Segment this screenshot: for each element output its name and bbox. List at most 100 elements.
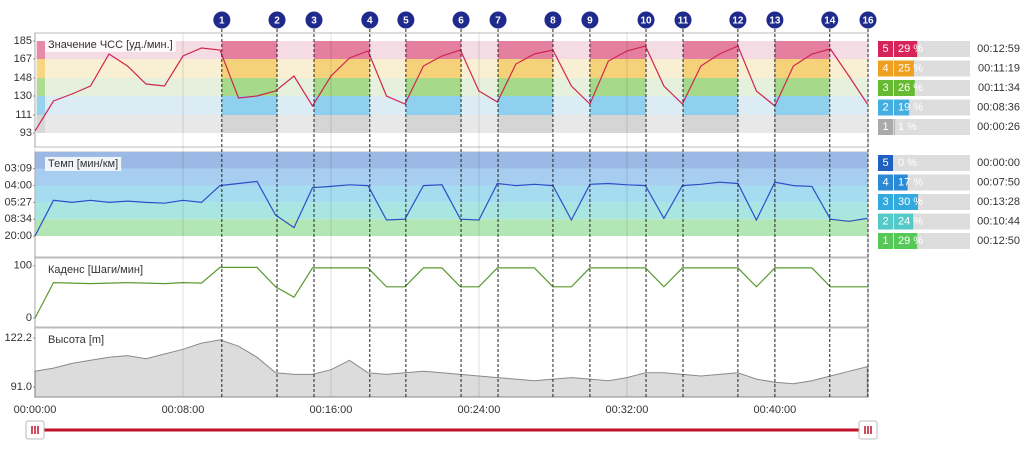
lap-label: 3 [311, 16, 317, 27]
y-tick-label: 111 [15, 109, 32, 121]
y-tick-label: 08:34 [4, 213, 32, 225]
zone-band-active [774, 96, 830, 115]
y-tick-label: 91.0 [11, 381, 32, 393]
panel-title-bg [45, 262, 146, 277]
zone-band-active [405, 78, 462, 96]
zone-badge [878, 99, 893, 116]
zone-strip [37, 59, 45, 78]
zone-percent-bar [894, 213, 914, 230]
zone-number: 3 [882, 196, 888, 208]
zone-band-active [405, 41, 462, 59]
y-tick-label: 93 [20, 127, 32, 139]
zone-band-active [589, 96, 647, 115]
zone-badge [878, 119, 893, 135]
zone-band-active [221, 59, 278, 78]
zone-band-active [221, 96, 278, 115]
lap-label: 2 [274, 16, 280, 27]
lap-marker[interactable] [821, 11, 839, 29]
zone-band-active [774, 59, 830, 78]
zone-badge [878, 80, 893, 96]
zone-time: 00:11:34 [978, 82, 1020, 94]
zone-band-active [314, 96, 370, 115]
zone-percent: 30 % [898, 196, 923, 208]
lap-marker[interactable] [674, 11, 692, 29]
zone-percent-bar [894, 194, 918, 210]
zone-band-active [683, 96, 738, 115]
y-tick-label: 167 [14, 53, 32, 65]
zone-strip [37, 202, 45, 220]
zone-percent: 17 % [898, 176, 923, 188]
y-tick-label: 130 [14, 90, 32, 102]
lap-marker[interactable] [766, 11, 784, 29]
zone-number: 4 [882, 62, 888, 74]
zone-number: 5 [882, 157, 888, 169]
zone-band-active [774, 78, 830, 96]
lap-marker[interactable] [305, 11, 323, 29]
zone-band [35, 185, 868, 203]
lap-marker[interactable] [361, 11, 379, 29]
panel-title: Каденс [Шаги/мин] [48, 264, 143, 276]
line [34, 266, 868, 319]
zone-strip [37, 96, 45, 115]
zone-band [35, 152, 868, 169]
zone-percent: 29 % [898, 235, 923, 247]
lap-label: 14 [824, 16, 836, 27]
zone-number: 1 [882, 235, 888, 247]
zone-percent-bar [894, 60, 914, 77]
lap-label: 12 [732, 16, 744, 27]
zone-band-active [314, 115, 370, 133]
zone-band-active [498, 59, 553, 78]
zone-number: 2 [882, 101, 888, 113]
zone-badge [878, 41, 893, 57]
zone-strip [37, 152, 45, 169]
zone-band-active [314, 78, 370, 96]
lap-marker[interactable] [544, 11, 562, 29]
lap-marker[interactable] [268, 11, 286, 29]
lap-marker[interactable] [859, 11, 877, 29]
lap-marker[interactable] [581, 11, 599, 29]
zone-band-active [405, 59, 462, 78]
x-tick-label: 00:24:00 [458, 404, 501, 416]
zone-percent: 19 % [898, 101, 923, 113]
lap-label: 6 [458, 16, 464, 27]
lap-label: 16 [862, 16, 874, 27]
panel-title: Значение ЧСС [уд./мин.] [48, 39, 173, 51]
y-tick-label: 100 [14, 260, 32, 272]
zone-band-active [774, 41, 830, 59]
zone-number: 5 [882, 43, 888, 55]
lap-label: 8 [550, 16, 556, 27]
zone-badge [878, 194, 893, 210]
zone-band-active [589, 115, 647, 133]
zone-band-active [589, 59, 647, 78]
zone-percent: 24 % [898, 215, 923, 227]
lap-marker[interactable] [397, 11, 415, 29]
line [34, 180, 868, 237]
zone-percent: 26 % [898, 82, 923, 94]
zone-band-active [589, 41, 647, 59]
panel-title-bg [45, 156, 122, 171]
zone-band-active [589, 78, 647, 96]
zone-band-active [498, 115, 553, 133]
zone-band-active [498, 41, 553, 59]
zone-strip [37, 78, 45, 96]
y-tick-label: 148 [14, 72, 32, 84]
line [34, 45, 868, 132]
zone-time: 00:11:19 [978, 62, 1020, 74]
zone-band-active [221, 41, 278, 59]
zone-badge [878, 174, 893, 191]
lap-marker[interactable] [452, 11, 470, 29]
zone-band-active [314, 41, 370, 59]
lap-marker[interactable] [637, 11, 655, 29]
lap-marker[interactable] [213, 11, 231, 29]
zone-strip [37, 115, 45, 133]
zone-badge [878, 233, 893, 249]
lap-marker[interactable] [489, 11, 507, 29]
lap-marker[interactable] [729, 11, 747, 29]
zone-band-active [683, 115, 738, 133]
zone-band [35, 168, 868, 186]
zone-band-active [405, 115, 462, 133]
lap-label: 11 [678, 16, 689, 27]
zone-band-active [683, 59, 738, 78]
zone-percent: 29 % [898, 43, 923, 55]
y-tick-label: 05:27 [4, 196, 32, 208]
